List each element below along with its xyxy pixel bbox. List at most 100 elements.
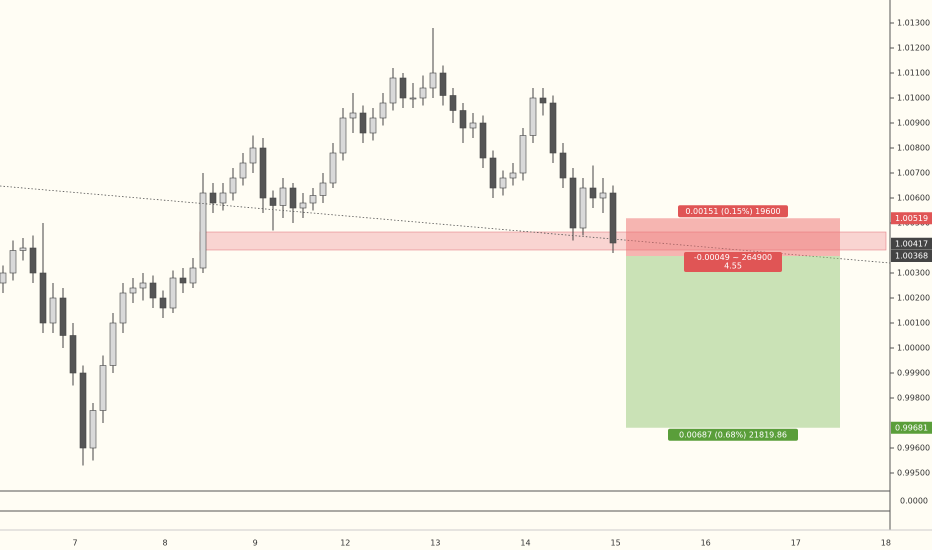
x-tick-label: 17 [791, 539, 801, 548]
candle-body [129, 287, 137, 294]
candle-body [569, 177, 577, 229]
indicator-tick-label: 0.0000 [900, 497, 928, 506]
candle-body [519, 135, 527, 174]
candle-body [589, 187, 597, 199]
candle-body [239, 162, 247, 179]
candle-body [339, 117, 347, 154]
candle-body [359, 112, 367, 134]
candle-body [309, 195, 317, 204]
stop-label-bg [678, 205, 788, 218]
entry-price-bg [891, 250, 932, 262]
candle-body [509, 172, 517, 179]
candle-body [349, 112, 357, 119]
target-label-bg [668, 428, 798, 441]
y-tick-label: 1.01100 [897, 69, 930, 78]
candle-body [489, 157, 497, 189]
candle-body [109, 322, 117, 366]
candle-body [39, 272, 47, 324]
ratio-label: 4.55 [724, 262, 742, 271]
candle-body [29, 247, 37, 274]
candle-body [9, 250, 17, 274]
candle-body [529, 97, 537, 136]
x-tick-label: 15 [611, 539, 621, 548]
pnl-label: -0.00049 ~ 264900 [694, 253, 772, 262]
stop-price: 1.00519 [895, 214, 928, 223]
candle-body [459, 110, 467, 129]
y-tick-label: 0.99900 [897, 369, 930, 378]
pnl-bg [684, 252, 782, 272]
y-tick-label: 1.01200 [897, 44, 930, 53]
candle-body [259, 147, 267, 199]
candle-body [609, 192, 617, 244]
candle-body [409, 97, 417, 100]
y-tick-label: 1.00800 [897, 144, 930, 153]
candle-body [439, 72, 447, 96]
candle-body [59, 297, 67, 336]
candle-body [429, 72, 437, 89]
candle-body [279, 187, 287, 206]
y-tick-label: 1.00300 [897, 269, 930, 278]
candle-body [139, 282, 147, 289]
candle-body [79, 372, 87, 449]
candle-body [229, 177, 237, 194]
y-tick-label: 1.01000 [897, 94, 930, 103]
candle-body [269, 197, 277, 206]
stop-label: 0.00151 (0.15%) 19600 [685, 207, 780, 216]
target-price-bg [891, 421, 932, 434]
y-tick-label: 1.01300 [897, 19, 930, 28]
stop-price-bg [891, 212, 932, 225]
target-price: 0.99681 [895, 423, 928, 432]
candle-body [389, 77, 397, 104]
y-tick-label: 1.00000 [897, 344, 930, 353]
x-tick-label: 13 [430, 539, 440, 548]
candle-body [189, 267, 197, 284]
candle-body [209, 192, 217, 204]
candle-body [249, 147, 257, 164]
x-tick-label: 16 [701, 539, 711, 548]
candle-body [369, 117, 377, 134]
candle-body [319, 182, 327, 196]
candle-body [0, 272, 7, 284]
candle-body [379, 102, 387, 119]
candle-body [49, 297, 57, 324]
y-tick-label: 1.00700 [897, 169, 930, 178]
candle-body [469, 122, 477, 129]
candle-body [499, 177, 507, 189]
last-price: 1.00417 [895, 239, 928, 248]
x-tick-label: 7 [72, 539, 77, 548]
candle-body [99, 365, 107, 411]
x-tick-label: 12 [340, 539, 350, 548]
entry-price: 1.00368 [895, 252, 928, 261]
y-tick-label: 0.99500 [897, 469, 930, 478]
candle-body [69, 335, 77, 374]
x-tick-label: 14 [520, 539, 530, 548]
last-price-bg [891, 237, 932, 250]
candle-body [89, 410, 97, 449]
candle-body [399, 77, 407, 99]
y-tick-label: 1.00100 [897, 319, 930, 328]
target-zone [626, 256, 840, 428]
candle-body [579, 187, 587, 229]
candle-body [549, 102, 557, 154]
target-label: 0.00687 (0.68%) 21819.86 [679, 430, 787, 439]
candle-body [449, 95, 457, 111]
candle-body [479, 122, 487, 159]
candle-body [419, 87, 427, 99]
candle-body [199, 192, 207, 269]
y-tick-label: 0.99600 [897, 444, 930, 453]
y-tick-label: 1.00200 [897, 294, 930, 303]
candle-body [329, 152, 337, 184]
candle-body [539, 97, 547, 104]
y-tick-label: 0.99800 [897, 394, 930, 403]
candle-body [169, 277, 177, 309]
y-tick-label: 1.00900 [897, 119, 930, 128]
candle-body [149, 282, 157, 299]
candle-body [119, 292, 127, 324]
candle-body [19, 247, 27, 251]
candle-body [559, 152, 567, 179]
x-tick-label: 8 [163, 539, 168, 548]
x-tick-label: 9 [253, 539, 258, 548]
candle-body [299, 202, 307, 209]
